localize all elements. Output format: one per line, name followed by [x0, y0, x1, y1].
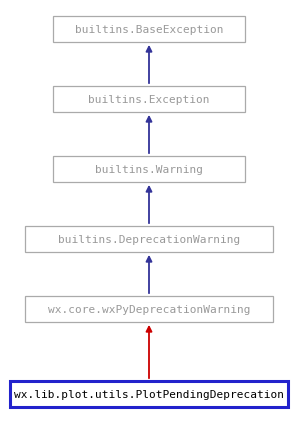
Text: wx.lib.plot.utils.PlotPendingDeprecation: wx.lib.plot.utils.PlotPendingDeprecation [14, 389, 284, 399]
Text: wx.core.wxPyDeprecationWarning: wx.core.wxPyDeprecationWarning [48, 304, 250, 314]
FancyBboxPatch shape [25, 296, 273, 322]
FancyBboxPatch shape [53, 87, 245, 113]
FancyBboxPatch shape [25, 227, 273, 253]
Text: builtins.BaseException: builtins.BaseException [75, 25, 223, 35]
Text: builtins.DeprecationWarning: builtins.DeprecationWarning [58, 234, 240, 245]
FancyBboxPatch shape [10, 381, 288, 407]
Text: builtins.Exception: builtins.Exception [88, 95, 210, 105]
Text: builtins.Warning: builtins.Warning [95, 164, 203, 175]
FancyBboxPatch shape [53, 17, 245, 43]
FancyBboxPatch shape [53, 157, 245, 183]
